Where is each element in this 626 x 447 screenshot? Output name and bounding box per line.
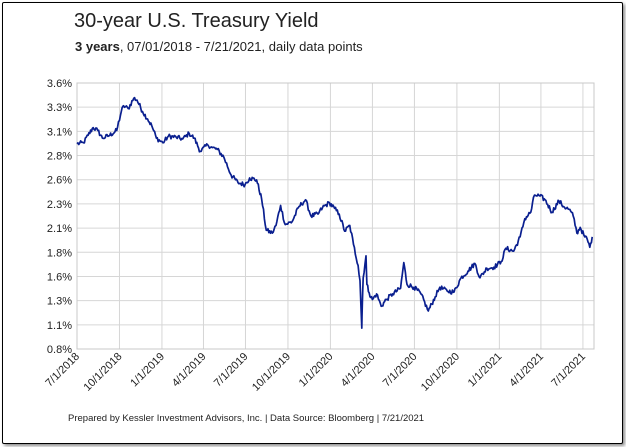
x-tick-label: 1/1/2021 [466,351,505,390]
y-tick-label: 2.3% [47,199,72,211]
y-tick-label: 3.1% [47,126,72,138]
grid-lines [76,82,595,350]
chart-title: 30-year U.S. Treasury Yield [74,10,319,32]
x-tick-label: 1/1/2020 [297,351,336,390]
source-footer: Prepared by Kessler Investment Advisors,… [68,413,425,424]
plot-area [76,96,594,329]
x-tick-label: 7/1/2020 [381,351,420,390]
y-axis-tick-labels: 0.8% 1.1% 1.3% 1.6% 1.8% 2.1% 2.3% 2.6% 2.8% 3.1%… [47,78,72,356]
y-tick-label: 1.1% [47,320,72,332]
x-tick-label: 7/1/2021 [549,351,588,390]
y-tick-label: 2.1% [47,223,72,235]
x-axis-tick-labels: 7/1/2018 10/1/2018 1/1/2019 4/1/2019 7/1/201… [43,351,588,394]
x-tick-label: 10/1/2019 [250,351,293,394]
yield-series-line [76,96,594,329]
x-tick-label: 7/1/2018 [43,351,82,390]
x-tick-label: 4/1/2019 [170,351,209,390]
plot-border [76,82,595,350]
y-tick-label: 3.3% [47,102,72,114]
y-tick-label: 0.8% [47,344,72,356]
x-tick-label: 4/1/2020 [339,351,378,390]
y-tick-label: 1.8% [47,247,72,259]
y-tick-label: 2.8% [47,151,72,163]
x-tick-label: 7/1/2019 [212,351,251,390]
x-tick-label: 1/1/2019 [128,351,167,390]
chart-subtitle: 3 years, 07/01/2018 - 7/21/2021, daily d… [75,39,363,54]
y-tick-label: 3.6% [47,78,72,90]
x-tick-label: 10/1/2020 [419,351,462,394]
x-tick-label: 10/1/2018 [81,351,124,394]
subtitle-period: 3 years [75,39,120,54]
x-tick-label: 4/1/2021 [507,351,546,390]
y-tick-label: 1.6% [47,271,72,283]
y-tick-label: 1.3% [47,296,72,308]
y-tick-label: 2.6% [47,175,72,187]
subtitle-details: , 07/01/2018 - 7/21/2021, daily data poi… [119,39,363,54]
